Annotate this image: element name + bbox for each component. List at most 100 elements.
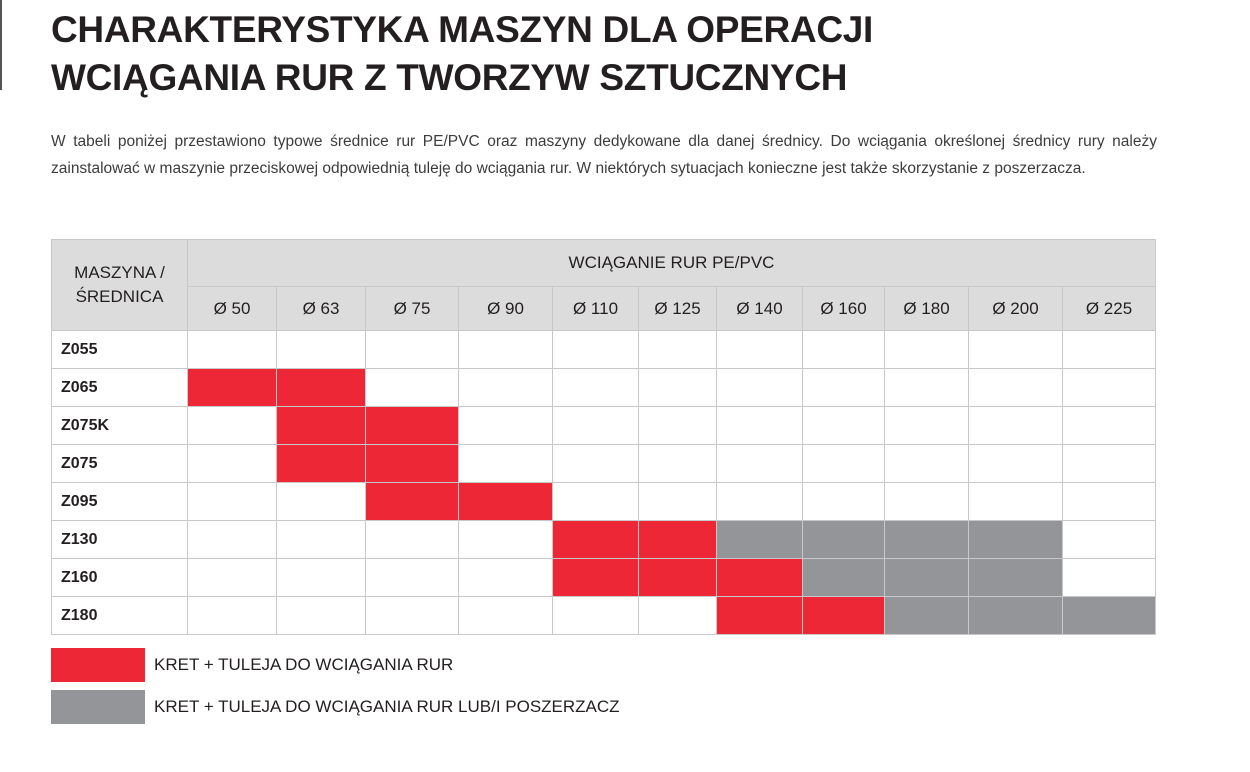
cell-red (276, 444, 366, 483)
cell-empty (884, 368, 969, 407)
column-header: Ø 125 (638, 286, 717, 331)
column-header: Ø 200 (968, 286, 1063, 331)
cell-empty (458, 596, 553, 635)
cell-red (365, 406, 459, 445)
cell-empty (638, 444, 717, 483)
column-header: Ø 90 (458, 286, 553, 331)
cell-empty (716, 330, 803, 369)
table-row: Z180 (51, 596, 1156, 635)
cell-empty (458, 520, 553, 559)
cell-empty (802, 368, 885, 407)
cell-red (552, 558, 639, 597)
column-header: Ø 180 (884, 286, 969, 331)
cell-empty (458, 558, 553, 597)
cell-red (276, 368, 366, 407)
cell-empty (968, 330, 1063, 369)
cell-empty (458, 406, 553, 445)
cell-empty (1062, 482, 1156, 521)
cell-gray (802, 520, 885, 559)
cell-empty (638, 596, 717, 635)
column-header: Ø 63 (276, 286, 366, 331)
cell-empty (276, 596, 366, 635)
group-header: WCIĄGANIE RUR PE/PVC (187, 239, 1156, 287)
cell-red (187, 368, 277, 407)
cell-empty (276, 482, 366, 521)
cell-empty (638, 368, 717, 407)
cell-empty (276, 520, 366, 559)
table-row: Z065 (51, 368, 1156, 407)
cell-red (638, 520, 717, 559)
cell-empty (365, 368, 459, 407)
cell-empty (187, 482, 277, 521)
cell-empty (276, 558, 366, 597)
column-header: Ø 225 (1062, 286, 1156, 331)
cell-empty (187, 520, 277, 559)
machine-label: Z065 (51, 368, 188, 407)
cell-empty (552, 482, 639, 521)
cell-empty (802, 330, 885, 369)
cell-empty (552, 406, 639, 445)
machine-label: Z075K (51, 406, 188, 445)
column-header: Ø 50 (187, 286, 277, 331)
column-header: Ø 110 (552, 286, 639, 331)
cell-red (716, 558, 803, 597)
cell-empty (187, 596, 277, 635)
cell-empty (552, 368, 639, 407)
cell-empty (884, 330, 969, 369)
legend-swatch-red (51, 648, 145, 682)
cell-empty (638, 406, 717, 445)
cell-red (802, 596, 885, 635)
cell-red (716, 596, 803, 635)
cell-empty (1062, 558, 1156, 597)
cell-empty (1062, 520, 1156, 559)
page-title: CHARAKTERYSTYKA MASZYN DLA OPERACJI WCIĄG… (51, 9, 874, 98)
cell-empty (638, 482, 717, 521)
cell-empty (458, 368, 553, 407)
cell-empty (458, 444, 553, 483)
cell-gray (884, 558, 969, 597)
cell-empty (1062, 368, 1156, 407)
cell-gray (716, 520, 803, 559)
cell-empty (187, 558, 277, 597)
table-row: Z075 (51, 444, 1156, 483)
cell-empty (884, 406, 969, 445)
legend-red: KRET + TULEJA DO WCIĄGANIA RUR (51, 648, 453, 682)
cell-empty (1062, 444, 1156, 483)
legend-gray: KRET + TULEJA DO WCIĄGANIA RUR LUB/I POS… (51, 690, 620, 724)
table-row: Z160 (51, 558, 1156, 597)
cell-empty (884, 482, 969, 521)
cell-red (276, 406, 366, 445)
cell-empty (802, 406, 885, 445)
cell-empty (968, 406, 1063, 445)
column-header: Ø 75 (365, 286, 459, 331)
machine-label: Z055 (51, 330, 188, 369)
cell-red (638, 558, 717, 597)
cell-gray (884, 596, 969, 635)
cell-red (552, 520, 639, 559)
cell-empty (968, 482, 1063, 521)
cell-empty (802, 482, 885, 521)
cell-empty (365, 330, 459, 369)
cell-gray (1062, 596, 1156, 635)
table-row: Z095 (51, 482, 1156, 521)
legend-swatch-gray (51, 690, 145, 724)
machine-label: Z095 (51, 482, 188, 521)
cell-empty (716, 368, 803, 407)
cell-gray (802, 558, 885, 597)
cell-empty (716, 406, 803, 445)
cell-empty (187, 444, 277, 483)
cell-empty (187, 406, 277, 445)
machine-label: Z180 (51, 596, 188, 635)
machine-label: Z075 (51, 444, 188, 483)
cell-empty (365, 558, 459, 597)
machine-label: Z130 (51, 520, 188, 559)
cell-empty (884, 444, 969, 483)
machine-label: Z160 (51, 558, 188, 597)
cell-empty (1062, 406, 1156, 445)
cell-empty (968, 368, 1063, 407)
cell-gray (968, 558, 1063, 597)
cell-empty (1062, 330, 1156, 369)
cell-gray (884, 520, 969, 559)
cell-empty (458, 330, 553, 369)
cell-empty (365, 596, 459, 635)
